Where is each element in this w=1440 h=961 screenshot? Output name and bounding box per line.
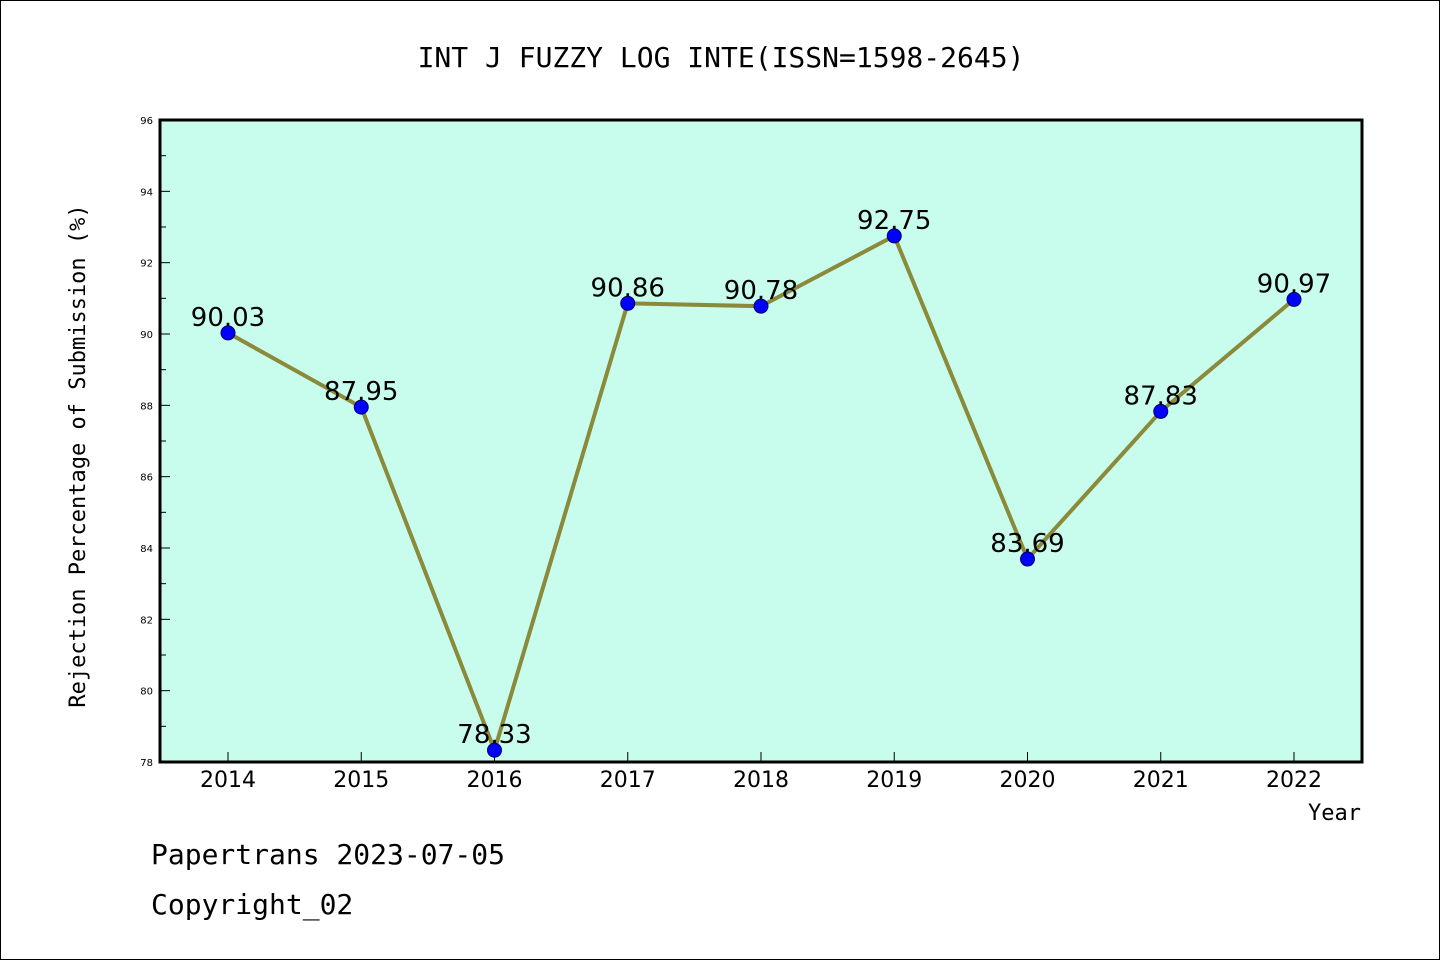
footer-copyright: Copyright_02: [151, 888, 353, 922]
data-point: [353, 399, 369, 415]
data-point: [1020, 551, 1035, 567]
x-axis-label: Year: [1308, 801, 1361, 826]
y-tick-label: 86: [140, 473, 153, 484]
data-label: 90.97: [1257, 269, 1331, 299]
data-point: [220, 325, 236, 341]
data-label: 90.86: [591, 273, 665, 303]
data-label: 83.69: [990, 529, 1064, 559]
y-tick-label: 94: [140, 187, 153, 198]
y-tick-label: 90: [140, 330, 153, 341]
y-tick-label: 78: [140, 758, 153, 769]
x-axis: 2014 2015 2016 2017 2018 2019 2020 2021 2022: [200, 752, 1322, 793]
y-axis-label: Rejection Percentage of Submission (%): [66, 204, 91, 707]
data-point: [753, 298, 769, 314]
data-point: [620, 295, 636, 311]
x-tick-label: 2020: [1000, 768, 1056, 793]
data-label: 90.78: [724, 276, 798, 306]
x-tick-label: 2016: [467, 768, 523, 793]
y-tick-label: 92: [140, 259, 153, 270]
data-label: 92.75: [857, 206, 931, 236]
data-point: [1286, 291, 1302, 307]
y-tick-label: 84: [140, 544, 153, 555]
data-label: 87.83: [1124, 381, 1198, 411]
y-axis: 78 80 82 84 86 88 90 92 94 96: [140, 116, 170, 769]
data-point: [886, 228, 902, 244]
x-tick-label: 2022: [1266, 768, 1322, 793]
plot-area: [158, 118, 1364, 764]
y-tick-label: 80: [140, 687, 153, 698]
x-tick-label: 2014: [200, 768, 256, 793]
y-tick-label: 82: [140, 615, 153, 626]
y-tick-label: 88: [140, 401, 153, 412]
data-labels: 90.03 87.95 78.33 90.86 90.78 92.75 83.69 87.83…: [191, 206, 1331, 750]
chart-title: INT J FUZZY LOG INTE(ISSN=1598-2645): [418, 41, 1025, 74]
data-label: 78.33: [457, 720, 531, 750]
data-point: [487, 742, 502, 758]
data-label: 90.03: [191, 303, 265, 333]
series-markers: [220, 228, 1302, 758]
x-tick-label: 2017: [600, 768, 656, 793]
x-tick-label: 2015: [333, 768, 389, 793]
x-tick-label: 2019: [866, 768, 922, 793]
data-point: [1153, 403, 1169, 419]
x-tick-label: 2021: [1133, 768, 1189, 793]
y-tick-label: 96: [140, 116, 153, 127]
x-tick-label: 2018: [733, 768, 789, 793]
footer-publisher: Papertrans 2023-07-05: [151, 838, 505, 871]
data-label: 87.95: [324, 377, 398, 407]
